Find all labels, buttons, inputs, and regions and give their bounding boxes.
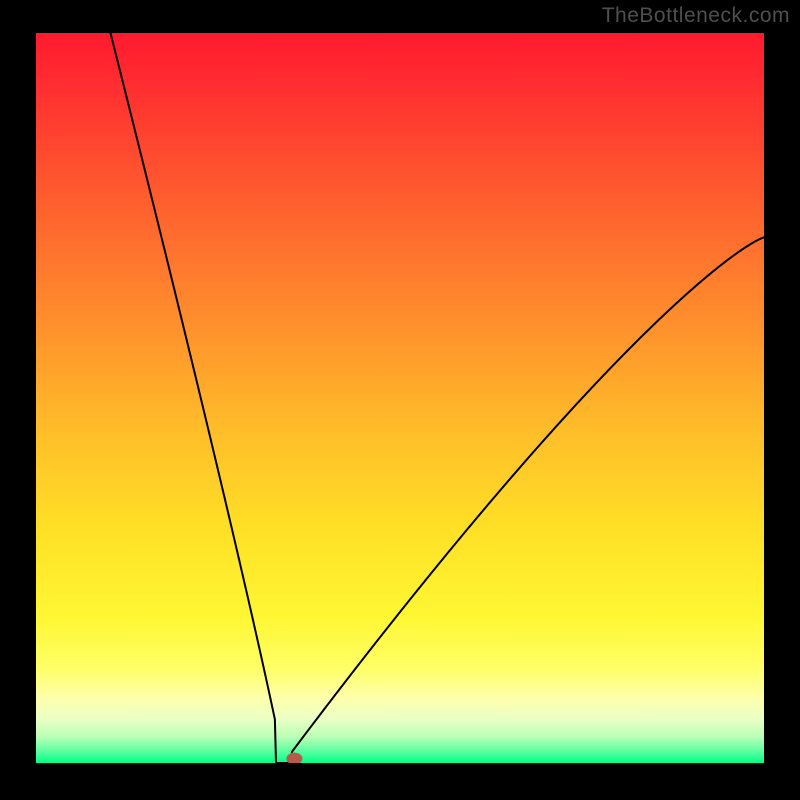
plot-area bbox=[36, 33, 764, 763]
bottleneck-curve-chart bbox=[0, 0, 800, 800]
chart-stage: TheBottleneck.com bbox=[0, 0, 800, 800]
watermark-text: TheBottleneck.com bbox=[602, 4, 790, 28]
optimal-point-marker bbox=[286, 753, 302, 765]
